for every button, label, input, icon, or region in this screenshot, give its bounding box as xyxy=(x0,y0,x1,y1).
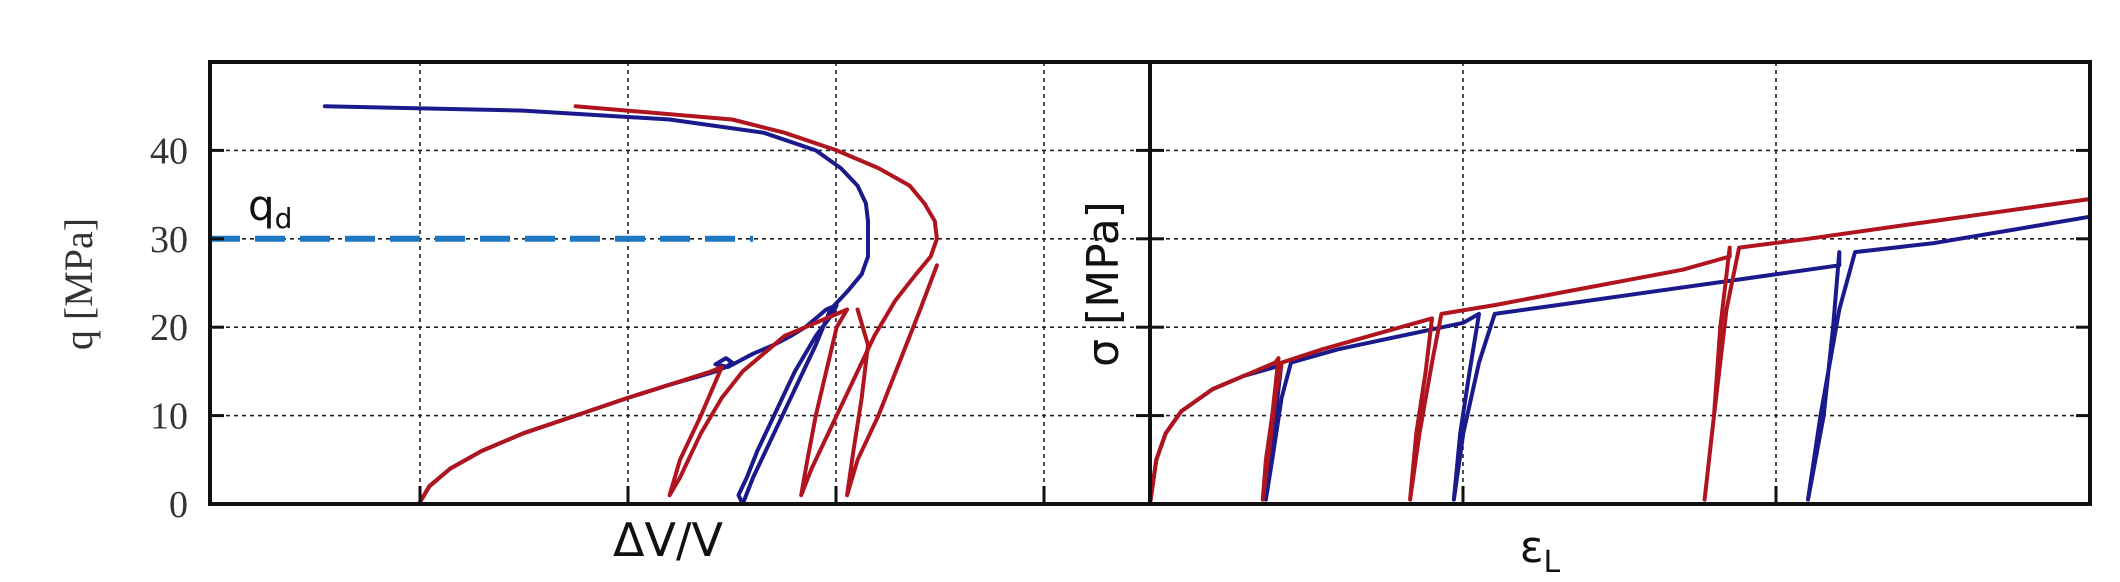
left-y-axis-label: q [MPa] xyxy=(56,218,101,350)
y-tick-label: 0 xyxy=(169,484,188,526)
y-tick-label: 20 xyxy=(150,307,188,349)
plot-frame xyxy=(1148,60,2092,506)
left-plot-frame xyxy=(208,60,1152,506)
left-plot-series xyxy=(322,104,939,506)
series-line-blue xyxy=(322,104,870,506)
series-line-red xyxy=(416,104,939,506)
left-y-tick-labels: 0 10 20 30 40 xyxy=(150,130,188,526)
right-plot-series xyxy=(1148,197,2092,506)
y-tick-label: 40 xyxy=(150,130,188,172)
qd-label-sub: d xyxy=(275,202,293,235)
series-line-red xyxy=(1148,197,2092,506)
y-tick-label: 30 xyxy=(150,219,188,261)
left-x-axis-label: ΔV/V xyxy=(613,513,723,567)
left-grid xyxy=(210,62,1150,504)
series-line-red xyxy=(845,263,939,498)
y-tick-label: 10 xyxy=(150,396,188,438)
qd-label: qd xyxy=(248,181,292,235)
right-plot-frame xyxy=(1148,60,2092,506)
right-x-axis-label-main: ε xyxy=(1520,522,1544,573)
right-x-axis-label-sub: L xyxy=(1544,545,1561,580)
plot-frame xyxy=(208,60,1152,506)
qd-label-main: q xyxy=(248,181,275,230)
right-y-axis-label: σ [MPa] xyxy=(1078,201,1129,367)
right-x-axis-label: εL xyxy=(1520,522,1561,580)
